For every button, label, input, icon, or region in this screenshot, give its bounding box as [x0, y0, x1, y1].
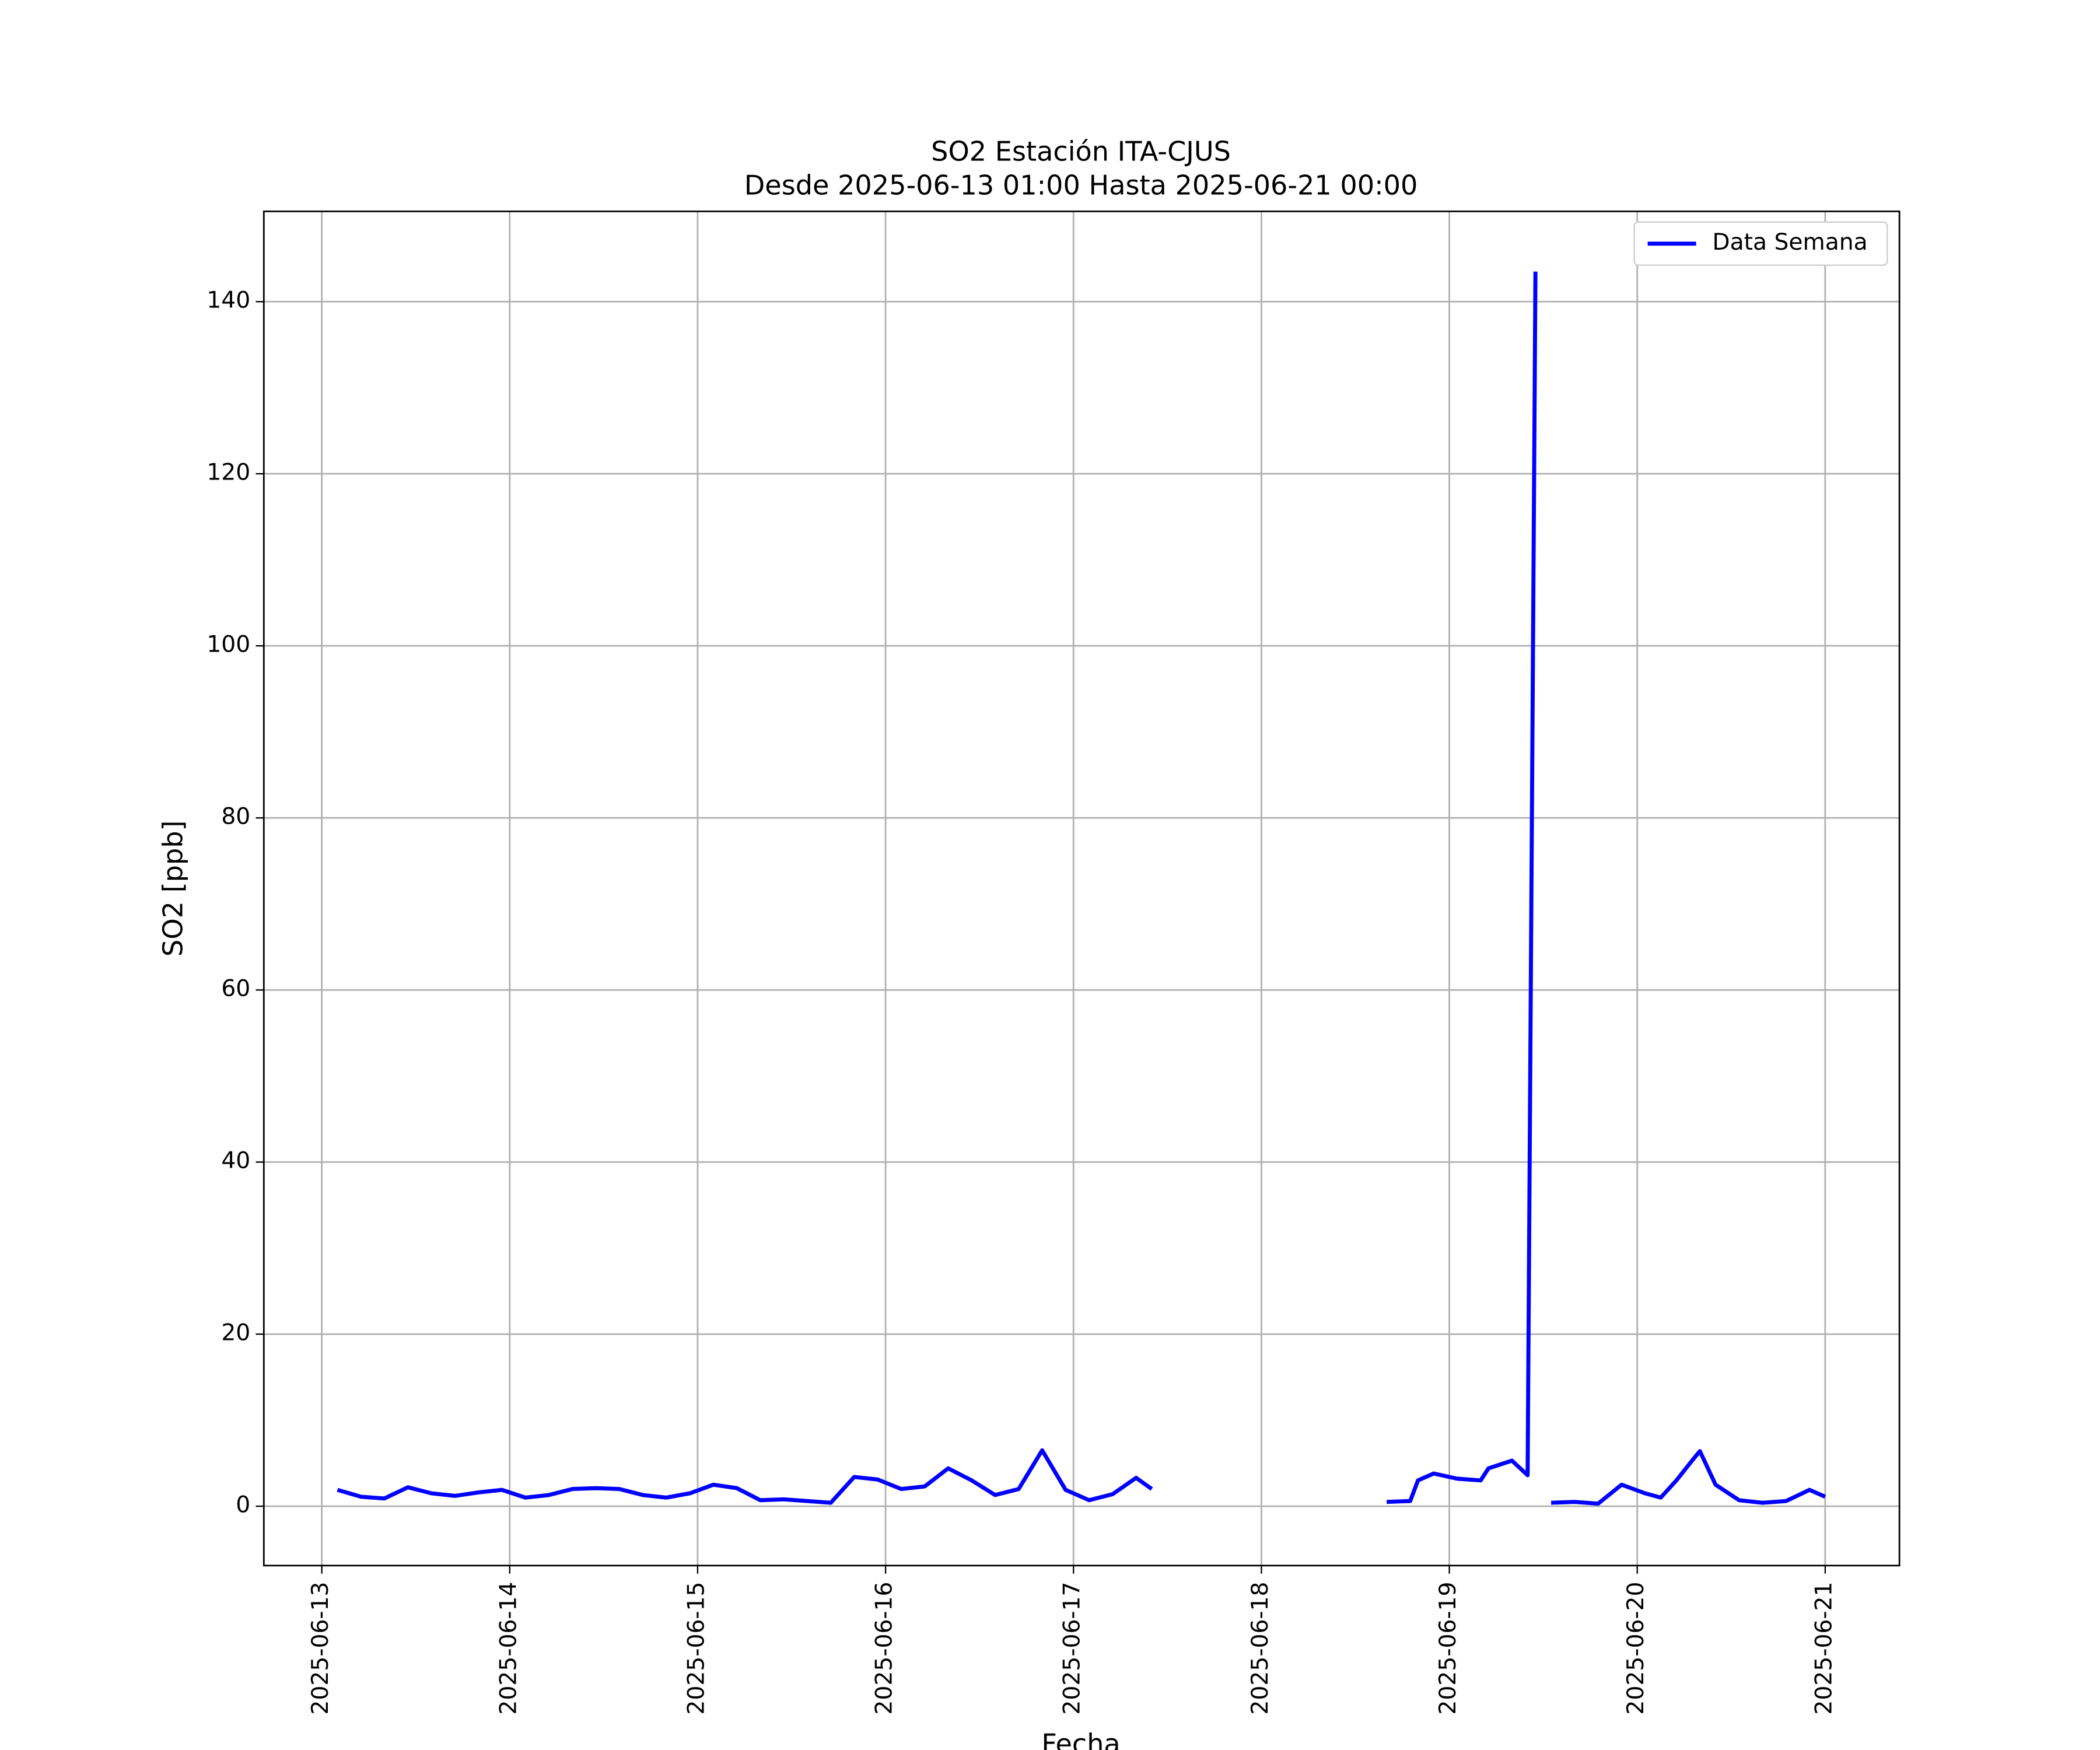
x-tick-label: 2025-06-18	[1247, 1582, 1273, 1715]
legend-box	[1633, 221, 1888, 266]
x-tick-label: 2025-06-21	[1811, 1582, 1837, 1715]
chart-title: SO2 Estación ITA-CJUS	[931, 136, 1231, 167]
data-line	[337, 271, 1826, 1506]
y-tick-label: 40	[221, 1148, 250, 1174]
plot-frame	[262, 210, 1901, 1567]
y-tick-label: 0	[236, 1492, 250, 1518]
x-tick-label: 2025-06-16	[872, 1582, 898, 1715]
y-tick-label: 140	[206, 288, 250, 314]
chart-subtitle: Desde 2025-06-13 01:00 Hasta 2025-06-21 …	[744, 169, 1418, 201]
x-tick-label: 2025-06-14	[495, 1582, 522, 1715]
y-tick-label: 20	[221, 1320, 250, 1346]
x-tick-label: 2025-06-19	[1435, 1582, 1461, 1715]
x-tick-label: 2025-06-20	[1623, 1582, 1649, 1715]
x-tick-label: 2025-06-15	[683, 1582, 709, 1715]
y-tick-label: 100	[206, 632, 250, 658]
y-tick-label: 80	[221, 804, 250, 830]
x-tick-label: 2025-06-17	[1059, 1582, 1086, 1715]
x-tick-label: 2025-06-13	[307, 1582, 334, 1715]
x-axis-label: Fecha	[1041, 1728, 1120, 1750]
y-tick-label: 60	[221, 976, 250, 1002]
y-axis-label: SO2 [ppb]	[157, 820, 188, 957]
legend-label: Data Semana	[1712, 229, 1867, 256]
y-tick-label: 120	[206, 460, 250, 486]
